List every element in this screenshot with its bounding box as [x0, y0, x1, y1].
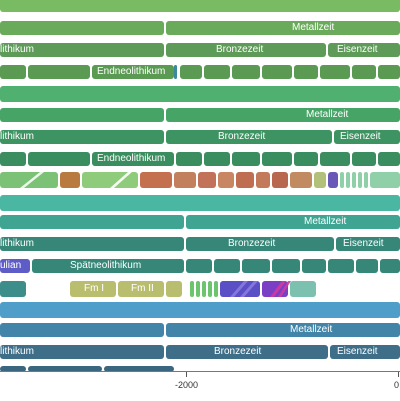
g2-seg[interactable]: [232, 152, 260, 166]
g2-endneolithikum-bar[interactable]: [92, 152, 174, 166]
g4-eisenzeit-bar[interactable]: [330, 345, 400, 359]
g2-lithikum-label: lithikum: [0, 131, 34, 142]
g3-ulian-bar[interactable]: [0, 259, 30, 273]
g2-seg[interactable]: [204, 152, 230, 166]
g3-fm1-bar[interactable]: [70, 281, 116, 297]
g1-seg[interactable]: [352, 65, 376, 79]
g1-seg[interactable]: [294, 65, 318, 79]
axis-right-label: 0: [394, 380, 400, 390]
g3-fm1-label: Fm I: [84, 283, 104, 294]
g3-seg[interactable]: [272, 259, 300, 273]
g4-metallzeit-bar[interactable]: [166, 323, 400, 337]
g3-spaetneolithikum-label: Spätneolithikum: [70, 260, 142, 271]
g2-eisenzeit-bar[interactable]: [334, 130, 400, 144]
g3-seg[interactable]: [356, 259, 378, 273]
g3-culture-seg[interactable]: [0, 281, 26, 297]
g3-metallzeit-label: Metallzeit: [304, 216, 347, 227]
g2-seg[interactable]: [176, 152, 202, 166]
time-axis: -2000 0: [0, 371, 400, 401]
g1-seg[interactable]: [262, 65, 292, 79]
g4-metallzeit-label: Metallzeit: [290, 324, 333, 335]
g2-seg[interactable]: [320, 152, 350, 166]
g3-bronzezeit-bar[interactable]: [186, 237, 334, 251]
g3-culture-strip[interactable]: [190, 281, 320, 297]
g3-eisenzeit-label: Eisenzeit: [343, 238, 384, 249]
g4-seg[interactable]: [28, 366, 102, 372]
g3-spaetneolithikum-bar[interactable]: [32, 259, 184, 273]
g3-lithikum-bar[interactable]: [0, 237, 184, 251]
g2-seg[interactable]: [0, 152, 26, 166]
g1-seg[interactable]: [180, 65, 202, 79]
g2-lithikum-bar[interactable]: [0, 130, 164, 144]
g4-seg[interactable]: [104, 366, 174, 372]
g4-lithikum-bar[interactable]: [0, 345, 164, 359]
g2-seg[interactable]: [378, 152, 400, 166]
g1-seg[interactable]: [204, 65, 230, 79]
g2-top-bar[interactable]: [0, 86, 400, 102]
g1-seg[interactable]: [0, 65, 26, 79]
g2-seg[interactable]: [294, 152, 318, 166]
g3-fm2-label: Fm II: [131, 283, 154, 294]
g2-bronzezeit-bar[interactable]: [166, 130, 332, 144]
g2-bronzezeit-label: Bronzezeit: [218, 131, 266, 142]
g4-bronzezeit-label: Bronzezeit: [214, 346, 262, 357]
g1-seg[interactable]: [378, 65, 400, 79]
axis-tick-label: -2000: [175, 380, 199, 390]
g4-bronzezeit-bar[interactable]: [166, 345, 328, 359]
g2-eisenzeit-label: Eisenzeit: [340, 131, 381, 142]
g3-metallzeit-bar[interactable]: [186, 215, 400, 229]
g1-eisenzeit-bar[interactable]: [328, 43, 400, 57]
g1-endneolithikum-label: Endneolithikum: [97, 66, 166, 77]
g3-seg[interactable]: [214, 259, 240, 273]
g4-eisenzeit-label: Eisenzeit: [337, 346, 378, 357]
g3-seg[interactable]: [380, 259, 400, 273]
g1-seg[interactable]: [320, 65, 350, 79]
g1-endneolithikum-bar[interactable]: [92, 65, 174, 79]
g3-seg[interactable]: [328, 259, 354, 273]
g4-seg[interactable]: [0, 366, 26, 372]
g3-bronzezeit-label: Bronzezeit: [228, 238, 276, 249]
g1-metallzeit-bar-left[interactable]: [0, 21, 164, 35]
g2-metallzeit-label: Metallzeit: [306, 109, 349, 120]
g3-ulian-label: ulian: [0, 260, 22, 271]
g1-lithikum-label: lithikum: [0, 44, 34, 55]
g1-eisenzeit-label: Eisenzeit: [337, 44, 378, 55]
g1-lithikum-bar[interactable]: [0, 43, 164, 57]
g1-bronzezeit-label: Bronzezeit: [216, 44, 264, 55]
axis-tick: [186, 372, 187, 377]
g2-seg[interactable]: [352, 152, 376, 166]
g4-metallzeit-bar-left[interactable]: [0, 323, 164, 337]
g3-metallzeit-bar-left[interactable]: [0, 215, 184, 229]
g3-seg[interactable]: [186, 259, 212, 273]
axis-tick: [398, 372, 399, 377]
g3-culture-seg[interactable]: [166, 281, 182, 297]
g2-culture-strip[interactable]: [0, 172, 400, 190]
g1-top-bar[interactable]: [0, 0, 400, 12]
g3-fm2-bar[interactable]: [118, 281, 164, 297]
g4-top-bar[interactable]: [0, 302, 400, 318]
g1-metallzeit-bar[interactable]: [166, 21, 400, 35]
g2-seg[interactable]: [28, 152, 90, 166]
g2-metallzeit-bar[interactable]: [166, 108, 400, 122]
g4-lithikum-label: lithikum: [0, 346, 34, 357]
g1-bronzezeit-bar[interactable]: [166, 43, 326, 57]
g1-metallzeit-label: Metallzeit: [292, 22, 335, 33]
g3-top-bar[interactable]: [0, 195, 400, 211]
g2-metallzeit-bar-left[interactable]: [0, 108, 164, 122]
g2-seg[interactable]: [262, 152, 292, 166]
g1-seg[interactable]: [174, 65, 177, 79]
g3-seg[interactable]: [302, 259, 326, 273]
g1-seg[interactable]: [28, 65, 90, 79]
g1-seg[interactable]: [232, 65, 260, 79]
g3-eisenzeit-bar[interactable]: [336, 237, 400, 251]
g2-endneolithikum-label: Endneolithikum: [97, 153, 166, 164]
g3-seg[interactable]: [242, 259, 270, 273]
g3-lithikum-label: lithikum: [0, 238, 34, 249]
